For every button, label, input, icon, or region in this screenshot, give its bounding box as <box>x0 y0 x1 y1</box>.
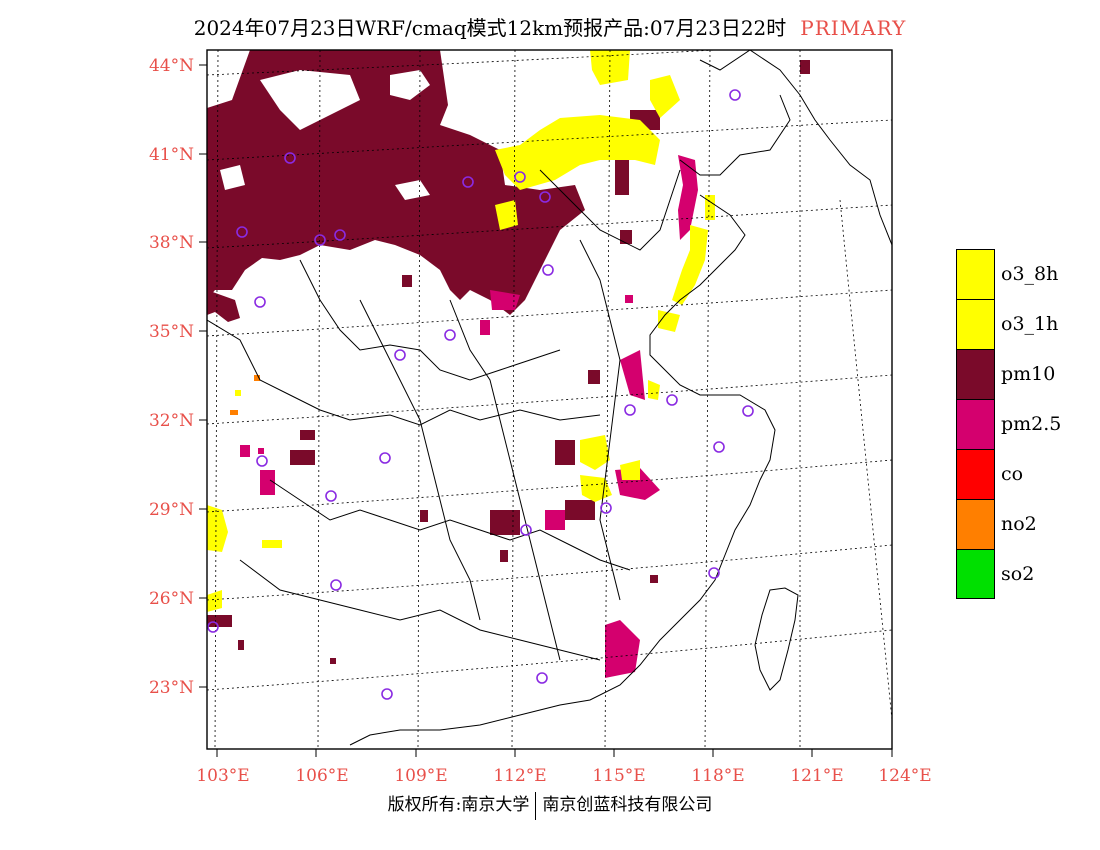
copyright-footer: 版权所有:南京大学 南京创蓝科技有限公司 <box>0 790 1100 820</box>
map-frame <box>206 49 893 750</box>
legend-item: so2 <box>956 549 1061 599</box>
lon-label: 112°E <box>493 766 546 786</box>
longitude-labels: 103°E 106°E 109°E 112°E 115°E 118°E 121°… <box>196 766 931 786</box>
lon-label: 115°E <box>592 766 645 786</box>
lon-label: 106°E <box>295 766 348 786</box>
footer-right: 南京创蓝科技有限公司 <box>542 795 713 815</box>
boundaries <box>207 50 892 746</box>
footer-divider <box>535 791 537 820</box>
lat-label: 29°N <box>149 500 194 520</box>
footer-left: 版权所有:南京大学 <box>387 795 530 815</box>
legend-label: no2 <box>1001 513 1037 535</box>
legend-swatch <box>956 349 995 399</box>
clear-patches <box>220 70 560 200</box>
legend-item: co <box>956 449 1061 499</box>
legend-label: o3_1h <box>1001 313 1059 335</box>
legend-label: pm10 <box>1001 363 1056 385</box>
lat-label: 23°N <box>149 678 194 698</box>
lon-label: 121°E <box>790 766 843 786</box>
legend-swatch <box>956 449 995 499</box>
lat-label: 35°N <box>149 322 194 342</box>
pm25-regions <box>240 155 698 678</box>
legend-swatch <box>956 399 995 449</box>
legend-item: no2 <box>956 499 1061 549</box>
legend-swatch <box>956 249 995 299</box>
lon-label: 103°E <box>196 766 249 786</box>
lat-label: 41°N <box>149 145 194 165</box>
no2-spots <box>230 375 260 415</box>
latitude-labels: 44°N 41°N 38°N 35°N 32°N 29°N 26°N 23°N <box>149 56 194 698</box>
legend-label: o3_8h <box>1001 263 1059 285</box>
legend-label: co <box>1001 463 1024 485</box>
lat-label: 32°N <box>149 411 194 431</box>
legend-swatch <box>956 549 995 599</box>
station-markers <box>207 89 754 700</box>
lat-label: 26°N <box>149 589 194 609</box>
axis-ticks <box>199 64 893 757</box>
legend-item: o3_1h <box>956 299 1061 349</box>
map-title: 2024年07月23日WRF/cmaq模式12km预报产品:07月23日22时 P… <box>0 12 1100 41</box>
lon-label: 118°E <box>691 766 744 786</box>
legend-swatch <box>956 299 995 349</box>
title-main: 2024年07月23日WRF/cmaq模式12km预报产品:07月23日22时 <box>193 16 787 40</box>
legend-item: pm2.5 <box>956 399 1061 449</box>
map-area <box>207 50 892 749</box>
legend-swatch <box>956 499 995 549</box>
lon-label: 124°E <box>878 766 931 786</box>
legend-label: so2 <box>1001 563 1035 585</box>
lat-label: 38°N <box>149 233 194 253</box>
legend-item: pm10 <box>956 349 1061 399</box>
legend-item: o3_8h <box>956 249 1061 299</box>
title-tag: PRIMARY <box>800 16 907 40</box>
graticule <box>207 50 892 749</box>
pollutant-legend: o3_8h o3_1h pm10 pm2.5 co no2 so2 <box>956 249 1061 599</box>
lon-label: 109°E <box>394 766 447 786</box>
legend-label: pm2.5 <box>1001 413 1062 435</box>
lat-label: 44°N <box>149 56 194 76</box>
